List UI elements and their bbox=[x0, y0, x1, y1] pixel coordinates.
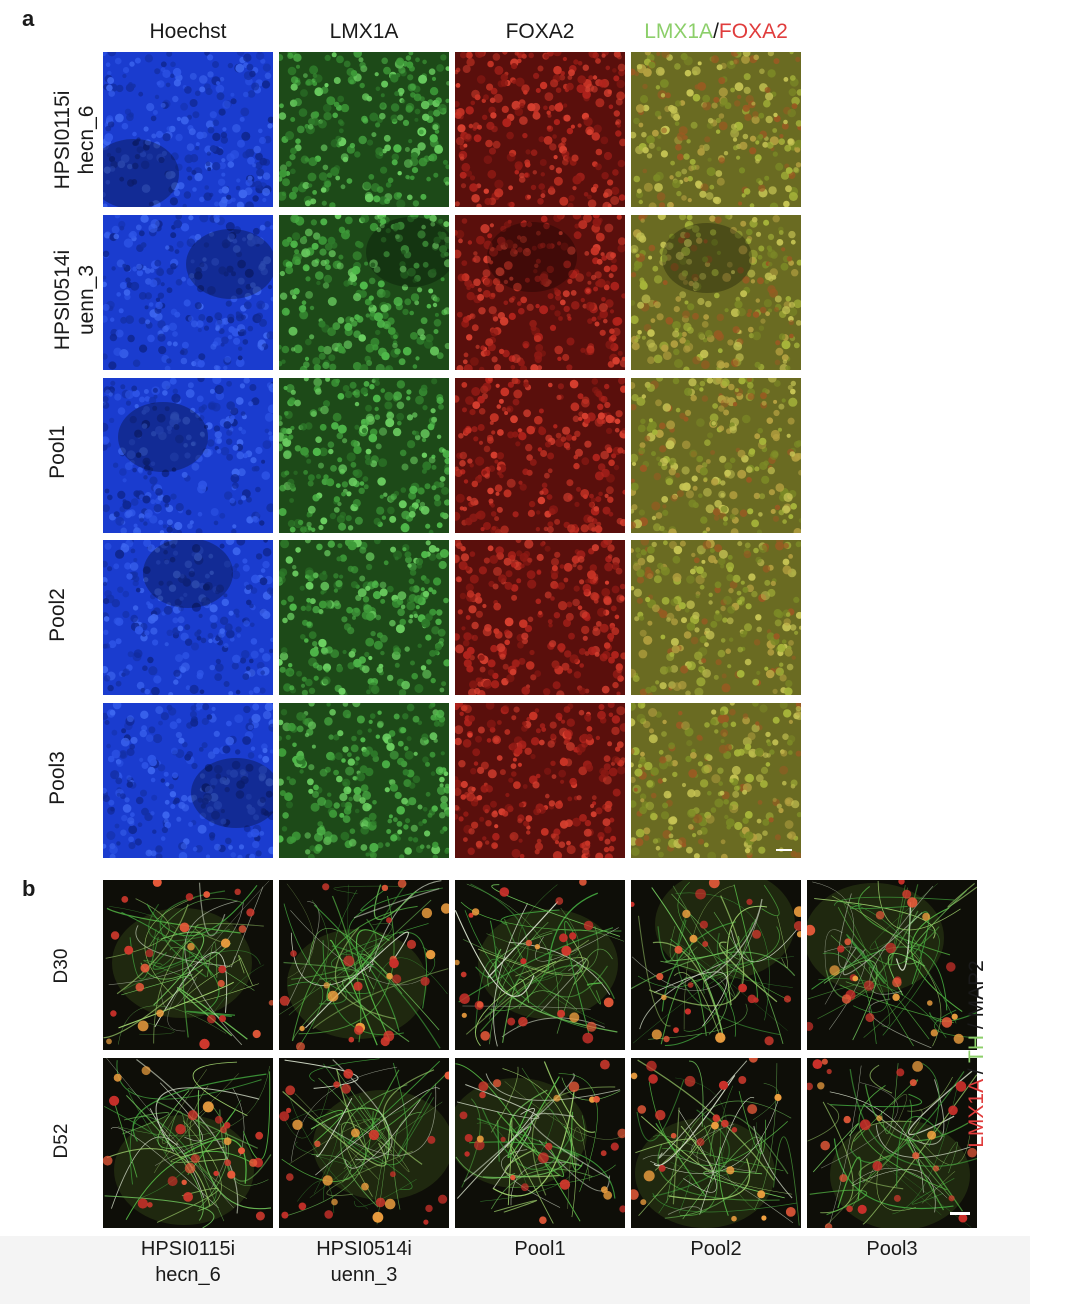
micrograph-tile-foxa2-row4 bbox=[455, 540, 625, 695]
neuron-tile-col1-d52 bbox=[103, 1058, 273, 1228]
legend-map2: MAP2 bbox=[965, 960, 988, 1018]
micrograph-tile-merge-row1 bbox=[631, 52, 801, 207]
micrograph-tile-foxa2-row1 bbox=[455, 52, 625, 207]
row-label-line1: HPSI0514i bbox=[51, 249, 74, 351]
row-label-line1: HPSI0115i bbox=[51, 90, 74, 190]
stain-legend: LMX1A / TH / MAP2 bbox=[965, 904, 989, 1204]
merge-label-separator: / bbox=[713, 20, 719, 43]
micrograph-tile-hoechst-row3 bbox=[103, 378, 273, 533]
column-header-foxa2: FOXA2 bbox=[505, 20, 575, 43]
micrograph-tile-foxa2-row3 bbox=[455, 378, 625, 533]
column-header-lmx1a: LMX1A bbox=[329, 20, 399, 43]
micrograph-tile-lmx1a-row2 bbox=[279, 215, 449, 370]
legend-lmx1a: LMX1A bbox=[965, 1080, 988, 1148]
neuron-tile-col2-d30 bbox=[279, 880, 449, 1050]
micrograph-tile-hoechst-row1 bbox=[103, 52, 273, 207]
panel-a-letter: a bbox=[22, 6, 35, 31]
merge-label-lmx1a: LMX1A bbox=[644, 20, 714, 43]
micrograph-tile-merge-row4 bbox=[631, 540, 801, 695]
panel-b-letter: b bbox=[22, 876, 36, 901]
neuron-tile-col1-d30 bbox=[103, 880, 273, 1050]
neuron-tile-col4-d52 bbox=[631, 1058, 801, 1228]
micrograph-tile-hoechst-row4 bbox=[103, 540, 273, 695]
bottom-background-band bbox=[0, 1236, 1030, 1304]
legend-separator: / bbox=[965, 1017, 988, 1035]
row-label-hpsi0115i: HPSI0115i hecn_6 bbox=[51, 60, 99, 220]
micrograph-tile-lmx1a-row5 bbox=[279, 703, 449, 858]
micrograph-tile-foxa2-row5 bbox=[455, 703, 625, 858]
row-label-pool1: Pool1 bbox=[46, 425, 69, 479]
row-label-hpsi0514i: HPSI0514i uenn_3 bbox=[51, 220, 99, 380]
column-header-merge: LMX1A/FOXA2 bbox=[631, 20, 801, 44]
neuron-tile-col4-d30 bbox=[631, 880, 801, 1050]
column-label-pool2: Pool2 bbox=[690, 1238, 742, 1260]
micrograph-tile-merge-row5 bbox=[631, 703, 801, 858]
micrograph-tile-lmx1a-row4 bbox=[279, 540, 449, 695]
row-label-d52: D52 bbox=[51, 1123, 72, 1159]
column-label-line1: HPSI0514i bbox=[316, 1238, 412, 1260]
neuron-tile-col3-d52 bbox=[455, 1058, 625, 1228]
column-label-hpsi0115i: HPSI0115i hecn_6 bbox=[103, 1236, 273, 1288]
scale-bar-panel-b bbox=[950, 1212, 970, 1215]
column-label-line1: HPSI0115i bbox=[140, 1238, 236, 1260]
legend-separator: / bbox=[965, 1062, 988, 1081]
column-label-pool1: Pool1 bbox=[514, 1238, 566, 1260]
scale-bar-panel-a bbox=[776, 849, 792, 851]
micrograph-tile-hoechst-row2 bbox=[103, 215, 273, 370]
legend-th: TH bbox=[965, 1034, 988, 1063]
micrograph-tile-merge-row3 bbox=[631, 378, 801, 533]
micrograph-tile-merge-row2 bbox=[631, 215, 801, 370]
row-label-pool2: Pool2 bbox=[46, 588, 69, 642]
row-label-line2: hecn_6 bbox=[75, 105, 98, 175]
row-label-line2: uenn_3 bbox=[75, 264, 98, 336]
column-header-hoechst: Hoechst bbox=[149, 20, 227, 43]
micrograph-tile-hoechst-row5 bbox=[103, 703, 273, 858]
micrograph-tile-lmx1a-row1 bbox=[279, 52, 449, 207]
column-label-line2: hecn_6 bbox=[155, 1264, 221, 1286]
neuron-tile-col5-d30 bbox=[807, 880, 977, 1050]
merge-label-foxa2: FOXA2 bbox=[718, 20, 788, 43]
column-label-hpsi0514i: HPSI0514i uenn_3 bbox=[279, 1236, 449, 1288]
neuron-tile-col5-d52 bbox=[807, 1058, 977, 1228]
column-label-pool3: Pool3 bbox=[866, 1238, 918, 1260]
micrograph-tile-foxa2-row2 bbox=[455, 215, 625, 370]
row-label-d30: D30 bbox=[51, 948, 72, 984]
row-label-pool3: Pool3 bbox=[46, 751, 69, 805]
column-label-line2: uenn_3 bbox=[330, 1264, 398, 1286]
neuron-tile-col2-d52 bbox=[279, 1058, 449, 1228]
neuron-tile-col3-d30 bbox=[455, 880, 625, 1050]
micrograph-tile-lmx1a-row3 bbox=[279, 378, 449, 533]
